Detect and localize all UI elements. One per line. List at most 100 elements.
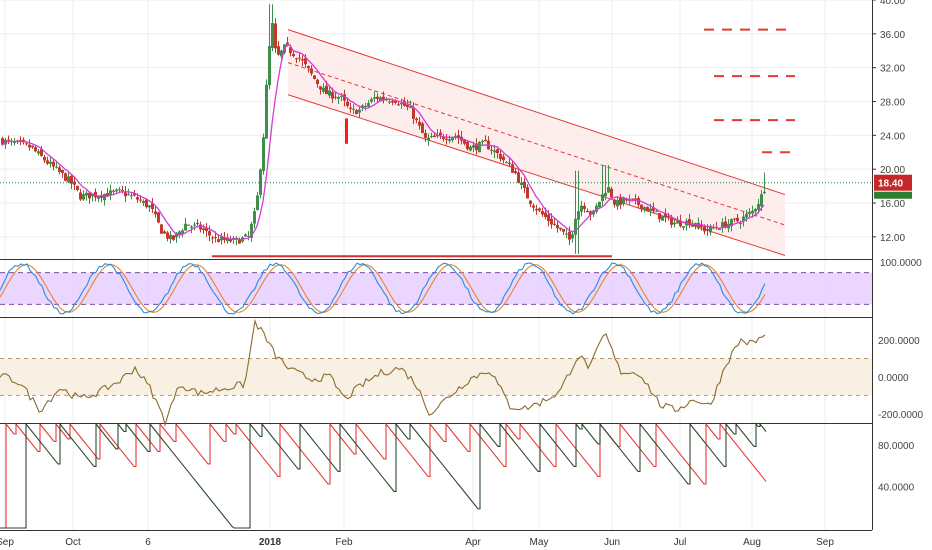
candle-body <box>433 135 436 138</box>
candle-body <box>466 141 469 150</box>
cci-pane[interactable] <box>0 318 872 427</box>
candle-body <box>1 138 4 145</box>
candle-body <box>451 137 454 141</box>
candle-body <box>544 212 547 218</box>
candle-body <box>49 161 52 164</box>
candle-body <box>757 204 760 210</box>
candle-body <box>25 143 28 145</box>
candle-body <box>721 222 724 228</box>
candle-body <box>217 239 220 242</box>
candle-body <box>628 198 631 200</box>
candle-body <box>64 173 67 181</box>
stoch-k-line <box>0 262 766 315</box>
candle-body <box>244 234 247 237</box>
candle-body <box>613 199 616 205</box>
candle-body <box>364 106 367 108</box>
candle-body <box>109 190 112 195</box>
channel-lower <box>287 94 786 256</box>
time-tick-label: May <box>530 537 549 548</box>
candle-body <box>742 216 745 222</box>
candle-body <box>307 65 310 69</box>
candle-body <box>238 239 241 244</box>
candle-body <box>316 79 319 85</box>
candle-body <box>343 94 346 101</box>
candle-body <box>415 118 418 121</box>
candle-body <box>331 92 334 99</box>
candle-body <box>190 226 193 228</box>
highlight-candle <box>345 118 348 144</box>
time-tick-label: 6 <box>145 537 151 548</box>
candle-body <box>463 140 466 144</box>
candle-body <box>514 171 517 174</box>
candle-body <box>256 195 259 210</box>
candle-body <box>541 211 544 215</box>
candle-body <box>529 200 532 205</box>
candle-body <box>46 160 49 164</box>
candle-body <box>103 194 106 201</box>
price-tick-label: 16.00 <box>880 199 905 210</box>
candle-body <box>577 211 580 220</box>
candle-body <box>88 192 91 199</box>
candle-body <box>700 225 703 228</box>
candle-body <box>574 218 577 235</box>
candle-body <box>265 84 268 139</box>
candle-body <box>94 191 97 198</box>
candle-body <box>667 216 670 218</box>
candle-body <box>421 123 424 134</box>
candle-body <box>643 207 646 210</box>
candle-body <box>475 143 478 151</box>
secondary-price-badge <box>874 191 912 199</box>
candle-body <box>562 229 565 232</box>
candle-body <box>58 167 61 172</box>
candle-body <box>454 135 457 137</box>
price-axis[interactable]: 18.40 40.00 36.00 32.00 28.00 24.00 20.00 16.00… <box>872 0 923 493</box>
candle-body <box>763 191 766 194</box>
candle-body <box>118 189 121 191</box>
candle-body <box>655 211 658 213</box>
candle-body <box>322 87 325 92</box>
candle-body <box>208 231 211 236</box>
aroon-up-line <box>0 422 767 529</box>
time-axis[interactable]: Sep Oct 6 2018 Feb Apr May Jun Jul Aug Sep <box>0 537 834 548</box>
candle-body <box>346 101 349 106</box>
price-tick-label: 20.00 <box>880 165 905 176</box>
candle-body <box>160 224 163 234</box>
candle-body <box>616 200 619 207</box>
candle-body <box>604 192 607 197</box>
candle-body <box>148 205 151 208</box>
candle-body <box>172 235 175 240</box>
candle-body <box>13 142 16 144</box>
candle-body <box>481 140 484 143</box>
candle-body <box>736 217 739 222</box>
candle-body <box>520 182 523 185</box>
candle-body <box>610 188 613 198</box>
candle-body <box>52 161 55 167</box>
candle-body <box>178 231 181 235</box>
candle-body <box>250 223 253 238</box>
candle-body <box>196 223 199 225</box>
candle-body <box>7 139 10 141</box>
candle-body <box>394 100 397 103</box>
candle-body <box>697 222 700 229</box>
candle-body <box>691 223 694 227</box>
price-tick-label: 36.00 <box>880 30 905 41</box>
aroon-pane[interactable] <box>0 422 767 529</box>
candle-body <box>151 203 154 210</box>
candle-body <box>469 146 472 151</box>
candle-body <box>340 95 343 97</box>
candle-body <box>412 107 415 119</box>
candle-body <box>709 225 712 233</box>
candle-body <box>82 194 85 200</box>
candle-body <box>508 162 511 165</box>
cci-tick-label: -200.0000 <box>878 410 923 421</box>
candle-body <box>400 103 403 105</box>
candle-body <box>67 176 70 183</box>
price-pane[interactable] <box>0 4 872 258</box>
candle-body <box>181 230 184 234</box>
candle-body <box>583 205 586 209</box>
candle-body <box>670 217 673 225</box>
candle-body <box>565 233 568 235</box>
stochastic-pane[interactable] <box>0 262 872 315</box>
time-tick-label: Jun <box>604 537 620 548</box>
candle-body <box>661 216 664 221</box>
